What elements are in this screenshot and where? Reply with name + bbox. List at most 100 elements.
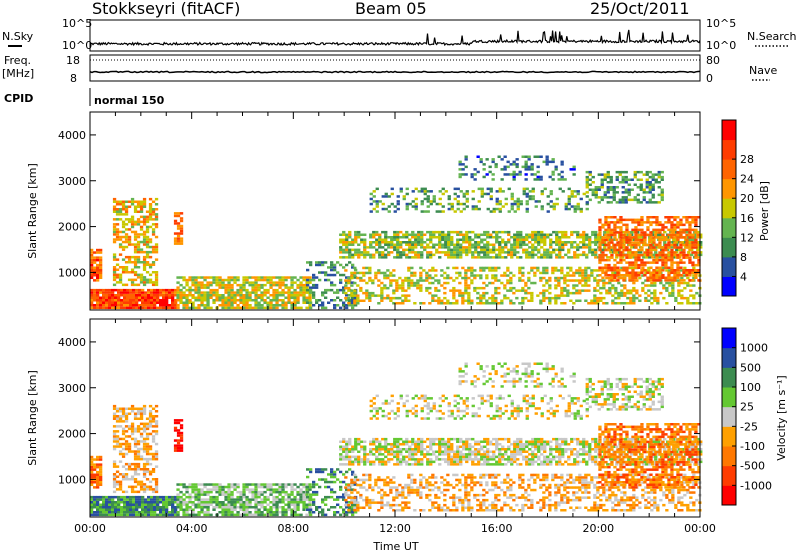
velocity-cell — [129, 501, 133, 504]
power-cell — [543, 233, 547, 236]
power-cell — [506, 160, 510, 164]
power-cell — [619, 221, 623, 224]
power-cell — [470, 269, 474, 272]
power-cell — [351, 238, 355, 241]
power-cell — [614, 271, 618, 275]
power-cell — [506, 266, 510, 270]
power-cell — [168, 294, 172, 297]
power-cell — [640, 248, 644, 252]
power-cell — [447, 238, 451, 241]
velocity-cell — [99, 498, 103, 501]
velocity-cell — [209, 501, 213, 504]
power-cell — [570, 195, 574, 198]
power-cell — [118, 253, 123, 256]
power-cell — [96, 296, 100, 299]
power-cell — [377, 284, 381, 287]
power-cell — [531, 197, 535, 201]
power-cell — [176, 296, 180, 299]
power-cell — [656, 269, 660, 272]
power-cell — [105, 301, 109, 304]
power-cell — [664, 261, 668, 264]
power-cell — [661, 251, 665, 254]
velocity-cell — [176, 419, 181, 422]
power-cell — [600, 196, 604, 199]
power-cell — [597, 238, 601, 241]
power-cell — [545, 279, 549, 282]
power-cell — [598, 269, 602, 272]
velocity-cell — [99, 465, 103, 469]
power-cell — [257, 288, 261, 292]
velocity-cell — [168, 501, 172, 504]
power-cell — [206, 301, 210, 304]
power-cell — [530, 269, 534, 272]
power-cell — [519, 233, 523, 236]
power-cell — [342, 256, 346, 259]
power-cell — [610, 246, 614, 249]
power-cell — [407, 286, 411, 290]
power-cell — [209, 283, 213, 287]
power-cell — [299, 288, 303, 292]
power-cell — [165, 304, 169, 307]
velocity-cell — [206, 493, 210, 496]
power-cell — [510, 243, 514, 246]
power-cell — [215, 278, 219, 282]
velocity-cell — [154, 432, 159, 436]
velocity-cell — [102, 498, 106, 501]
velocity-cell — [227, 501, 231, 504]
power-cell — [112, 283, 117, 287]
power-cell — [215, 296, 219, 299]
power-cell — [680, 281, 684, 285]
power-cell — [266, 291, 270, 294]
power-cell — [148, 245, 153, 249]
velocity-cell — [224, 485, 228, 489]
power-cell — [557, 284, 561, 287]
velocity-cell — [121, 455, 126, 458]
power-cell — [671, 294, 675, 297]
power-cell — [567, 248, 571, 252]
velocity-cell — [263, 508, 267, 511]
power-cell — [509, 302, 513, 305]
freq-label-line1: Freq. — [4, 54, 31, 67]
power-cell — [348, 261, 352, 264]
power-cell — [588, 198, 592, 202]
power-cell — [624, 196, 628, 199]
power-cell — [148, 215, 153, 219]
power-cell — [345, 306, 349, 310]
velocity-cell — [218, 501, 222, 504]
velocity-cell — [151, 452, 156, 456]
power-cell — [491, 296, 495, 300]
velocity-cell — [194, 506, 198, 509]
power-cell — [576, 243, 580, 246]
power-cell — [139, 261, 144, 264]
power-cell — [688, 256, 692, 259]
colorbar-swatch — [722, 159, 736, 180]
velocity-cell — [123, 503, 127, 506]
power-cell — [575, 269, 579, 272]
power-cell — [290, 296, 294, 299]
power-cell — [528, 190, 532, 193]
power-cell — [477, 256, 481, 259]
power-cell — [348, 256, 352, 259]
power-cell — [542, 269, 546, 272]
velocity-cell — [90, 473, 94, 476]
power-cell — [488, 170, 492, 174]
velocity-cell — [93, 506, 97, 509]
power-cell — [691, 216, 695, 219]
power-cell — [540, 236, 544, 239]
velocity-cell — [272, 506, 276, 509]
power-cell — [483, 233, 487, 236]
power-cell — [408, 238, 412, 241]
power-cell — [497, 286, 501, 290]
power-cell — [498, 251, 502, 254]
power-cell — [530, 266, 534, 270]
velocity-cell — [153, 511, 157, 514]
power-cell — [694, 251, 698, 254]
power-cell — [419, 284, 423, 287]
power-cell — [281, 299, 285, 302]
velocity-cell — [145, 445, 150, 448]
power-cell — [636, 186, 640, 189]
velocity-cell — [173, 419, 178, 422]
power-cell — [129, 294, 133, 297]
velocity-cell — [215, 495, 219, 499]
power-cell — [549, 190, 553, 193]
